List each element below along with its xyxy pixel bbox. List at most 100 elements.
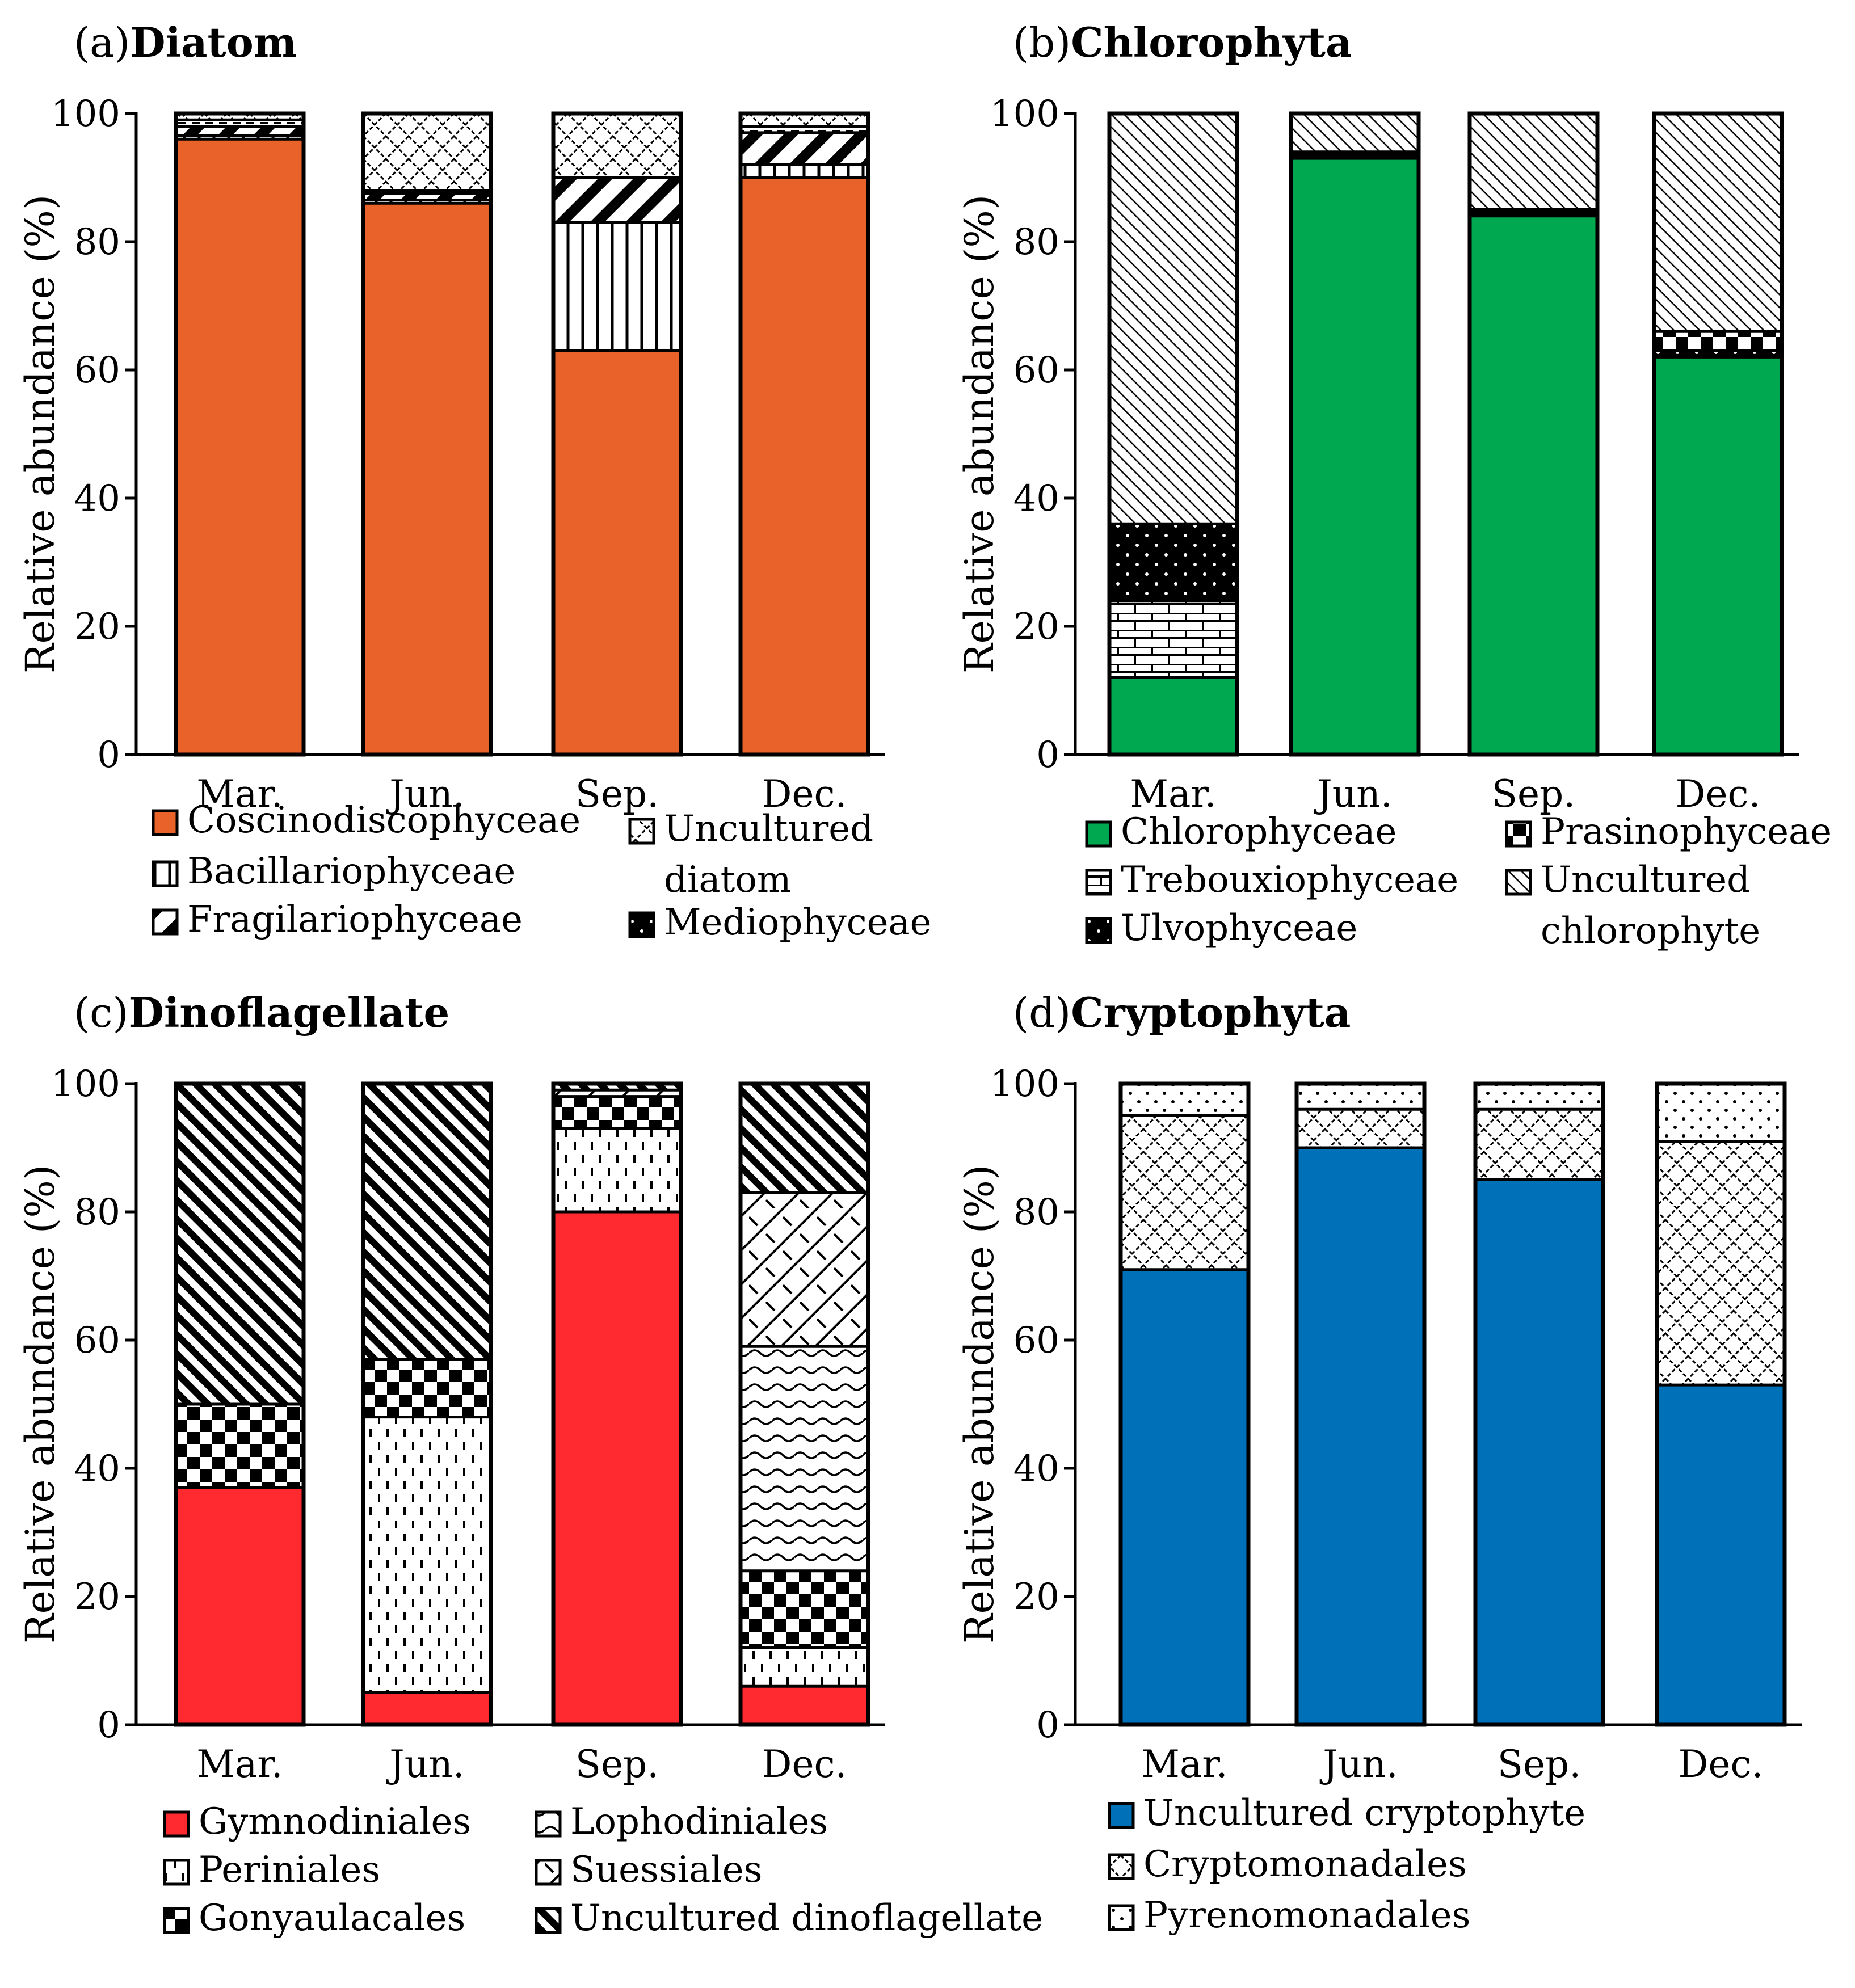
bar-jun [1289,111,1421,757]
legend-swatch [163,1810,190,1838]
x-tick-label: Sep. [1498,1742,1581,1786]
panel-title-text: Diatom [130,18,297,66]
bar-segment-cryptomonadales [1121,1115,1248,1270]
bar-segment-fragilariophyceae [553,178,681,223]
bar-segment-ulvophyceae [1654,351,1782,357]
y-tick-label: 60 [74,1320,120,1362]
panel-letter: (c) [74,989,129,1037]
x-tick-label: Mar. [1141,1742,1227,1786]
bar-outline [1655,1081,1787,1727]
legend-label: Chlorophyceae [1121,811,1396,853]
bar-outline [1473,1081,1605,1727]
bar-segment-gonyaulacales [176,1404,304,1488]
bar-dec [1655,1081,1787,1727]
x-tick-label: Sep. [575,772,659,816]
x-tick-label: Dec. [1676,772,1761,816]
x-tick-label: Jun. [386,772,464,816]
y-tick-label: 40 [1013,478,1059,520]
bar-segment-mediophyceae [176,120,304,127]
panel-a: (a)Diatom Relative abundance (%) 0 20 40 60 80… [17,18,931,944]
bar-segment-uncultured-diatom [363,113,491,191]
bar-segment-uncultured-cryptophyte [1297,1148,1424,1725]
legend-label: Cryptomonadales [1143,1843,1467,1885]
y-tick-label: 20 [74,606,120,648]
x-tick-label: Sep. [1492,772,1576,816]
legend-swatch [1108,1853,1135,1880]
x-tick-label: Jun. [1314,772,1392,816]
bar-outline [551,1081,683,1727]
legend-swatch [535,1907,562,1934]
bar-mar [174,1081,306,1727]
bar-jun [1294,1081,1427,1727]
legend-label: Uncultured dinoflagellate [570,1897,1043,1939]
bar-segment-uncultured-chlorophyte [1654,113,1782,332]
bar-segment-ulvophyceae [1291,151,1419,159]
bar-segment-gymnodiniales [176,1487,304,1725]
bar-segment-uncultured-chlorophyte [1291,113,1419,152]
y-tick-label: 20 [74,1576,120,1618]
legend-item: Suessiales [535,1849,762,1891]
legend-swatch [535,1859,562,1886]
bar-outline [174,1081,306,1727]
panel-title: (a)Diatom [74,18,297,66]
x-tick-label: Mar. [196,1742,283,1786]
legend-label: Uncultured [664,808,873,850]
y-tick-label: 80 [1013,221,1059,263]
y-axis-label: Relative abundance (%) [17,1165,64,1644]
bar-segment-pyrenomonadales [1297,1084,1424,1110]
bar-segment-coscinodiscophyceae [176,139,304,755]
bar-segment-uncultured-diatom [553,113,681,178]
bar-segment-pyrenomonadales [1657,1084,1785,1142]
legend: Chlorophyceae Trebouxiophyceae Ulvophyceae… [1085,811,1832,952]
bar-sep [1473,1081,1605,1727]
y-tick-label: 100 [990,93,1059,135]
y-tick-label: 20 [1013,606,1059,648]
legend-item: Fragilariophyceae [152,899,523,941]
x-tick-label: Dec. [762,772,847,816]
legend-swatch [1108,1904,1135,1931]
legend-swatch [628,911,655,938]
bar-segment-uncultured-diatom [741,113,868,127]
bar-segment-gonyaulacales [741,1570,868,1648]
bar-segment-uncultured-cryptophyte [1475,1180,1603,1725]
bar-segment-coscinodiscophyceae [553,351,681,755]
y-axis-label: Relative abundance (%) [956,195,1003,673]
legend-label: Fragilariophyceae [187,899,523,941]
bar-segment-suessiales [553,1090,681,1097]
y-tick-label: 20 [1013,1576,1059,1618]
bar-segment-mediophyceae [741,126,868,133]
legend-item: Uncultured chlorophyte [1505,859,1760,952]
legend-item: Uncultured cryptophyte [1108,1792,1585,1834]
bar-outline [1467,111,1600,757]
legend-swatch [152,809,179,836]
bar-segment-coscinodiscophyceae [363,203,491,755]
panel-title-text: Cryptophyta [1071,988,1351,1037]
y-tick-label: 60 [1013,349,1059,391]
bar-segment-ulvophyceae [1470,209,1597,216]
legend-label: Mediophyceae [664,902,931,944]
y-axis-label: Relative abundance (%) [956,1165,1003,1644]
x-tick-label: Jun. [1319,1742,1398,1786]
panel-letter: (b) [1013,19,1071,66]
legend-label: Gymnodiniales [199,1801,471,1843]
legend-swatch [1505,820,1532,848]
bar-outline [738,1081,870,1727]
legend-label: Gonyaulacales [199,1897,465,1939]
x-tick-label: Dec. [1679,1742,1764,1786]
bar-segment-uncultured-cryptophyte [1121,1269,1248,1725]
legend-swatch [152,860,179,887]
y-tick-label: 0 [97,1704,120,1746]
bar-jun [361,1081,493,1727]
legend-label: Coscinodiscophyceae [187,799,581,841]
legend-label: Periniales [199,1849,380,1891]
bar-segment-uncultured-dinoflagellate [176,1084,304,1404]
bar-segment-gymnodiniales [363,1692,491,1725]
bar-sep [551,111,683,757]
y-tick-label: 40 [1013,1448,1059,1490]
bar-segment-gonyaulacales [363,1359,491,1417]
y-tick-label: 0 [97,734,120,776]
x-tick-label: Jun. [386,1742,464,1786]
x-tick-label: Dec. [762,1742,847,1786]
y-tick-label: 100 [51,1063,120,1105]
